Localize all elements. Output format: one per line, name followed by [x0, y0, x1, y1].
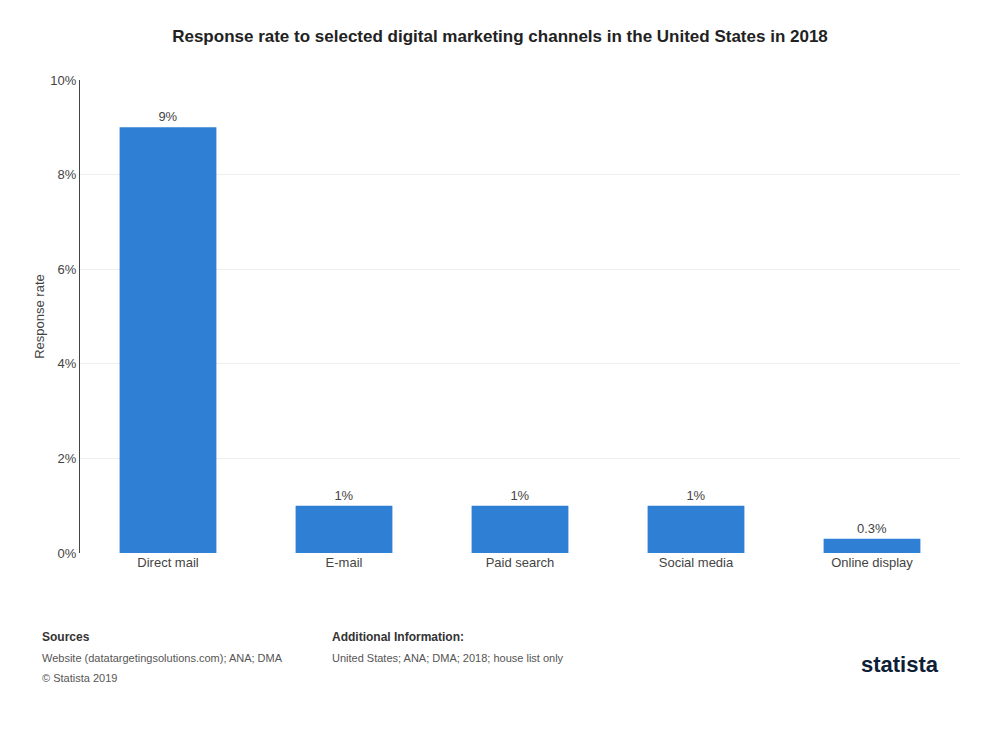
svg-text:1%: 1%: [334, 488, 353, 503]
svg-text:© Statista 2019: © Statista 2019: [42, 672, 117, 684]
svg-text:0%: 0%: [58, 546, 77, 561]
svg-text:Response rate to selected digi: Response rate to selected digital market…: [172, 27, 828, 46]
svg-text:9%: 9%: [158, 109, 177, 124]
svg-text:Response rate: Response rate: [32, 274, 47, 359]
svg-text:4%: 4%: [58, 356, 77, 371]
svg-text:1%: 1%: [510, 488, 529, 503]
svg-text:1%: 1%: [686, 488, 705, 503]
svg-text:E-mail: E-mail: [326, 555, 363, 570]
svg-text:10%: 10%: [50, 73, 76, 88]
svg-text:Additional Information:: Additional Information:: [332, 630, 464, 644]
svg-text:statista: statista: [861, 652, 939, 677]
svg-text:Website (datatargetingsolution: Website (datatargetingsolutions.com); AN…: [42, 652, 283, 664]
svg-text:Direct mail: Direct mail: [137, 555, 199, 570]
svg-text:United States; ANA; DMA; 2018;: United States; ANA; DMA; 2018; house lis…: [332, 652, 564, 664]
svg-text:6%: 6%: [58, 262, 77, 277]
svg-text:0.3%: 0.3%: [857, 521, 887, 536]
svg-text:Sources: Sources: [42, 630, 90, 644]
svg-text:Paid search: Paid search: [486, 555, 555, 570]
svg-text:Online display: Online display: [831, 555, 913, 570]
svg-text:Social media: Social media: [659, 555, 734, 570]
svg-text:8%: 8%: [58, 167, 77, 182]
svg-text:2%: 2%: [58, 451, 77, 466]
